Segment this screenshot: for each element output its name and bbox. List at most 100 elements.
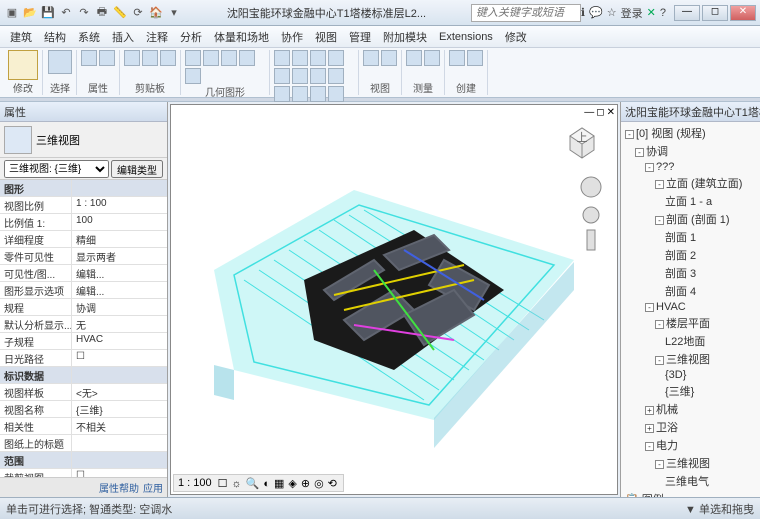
property-row[interactable]: 比例值 1:100 — [0, 214, 167, 231]
view-cube[interactable]: 上 — [557, 115, 607, 165]
property-section[interactable]: 范围 — [0, 452, 167, 469]
comm-icon[interactable]: 💬 — [589, 6, 603, 19]
ribbon-button[interactable] — [239, 50, 255, 66]
view-toolbar-icon[interactable]: ⊕ — [301, 478, 310, 490]
tree-item[interactable]: -楼层平面 — [623, 314, 758, 332]
tree-item[interactable]: 剖面 2 — [623, 246, 758, 264]
properties-type-selector[interactable]: 三维视图 — [0, 122, 167, 158]
ribbon-button[interactable] — [99, 50, 115, 66]
property-value[interactable]: ☐ — [72, 469, 167, 477]
property-row[interactable]: 图形显示选项编辑... — [0, 282, 167, 299]
exchange-icon[interactable]: ✕ — [647, 6, 656, 19]
property-value[interactable] — [72, 367, 167, 383]
property-value[interactable]: 无 — [72, 316, 167, 332]
menu-item[interactable]: 系统 — [78, 29, 100, 45]
ribbon-button[interactable] — [310, 50, 326, 66]
property-value[interactable]: <无> — [72, 384, 167, 400]
tree-expander[interactable]: - — [655, 460, 664, 469]
menu-item[interactable]: 修改 — [505, 29, 527, 45]
property-value[interactable]: 精细 — [72, 231, 167, 247]
property-value[interactable] — [72, 435, 167, 451]
properties-grid[interactable]: 图形视图比例1 : 100比例值 1:100详细程度精细零件可见性显示两者可见性… — [0, 180, 167, 477]
tree-expander[interactable]: - — [645, 163, 654, 172]
property-section[interactable]: 图形 — [0, 180, 167, 197]
info-icon[interactable]: ℹ — [581, 6, 585, 19]
property-value[interactable] — [72, 180, 167, 196]
ribbon-button[interactable] — [124, 50, 140, 66]
tree-item[interactable]: 剖面 4 — [623, 282, 758, 300]
property-row[interactable]: 详细程度精细 — [0, 231, 167, 248]
tree-expander[interactable]: - — [655, 320, 664, 329]
ribbon-button[interactable] — [81, 50, 97, 66]
view-toolbar-icon[interactable]: ☐ — [218, 478, 228, 490]
tree-expander[interactable]: - — [635, 148, 644, 157]
property-value[interactable]: 不相关 — [72, 418, 167, 434]
instance-dropdown[interactable]: 三维视图: {三维} — [4, 160, 109, 178]
menu-item[interactable]: 视图 — [315, 29, 337, 45]
property-row[interactable]: 子规程HVAC — [0, 333, 167, 350]
property-value[interactable]: 协调 — [72, 299, 167, 315]
menu-item[interactable]: 管理 — [349, 29, 371, 45]
maximize-button[interactable]: ◻ — [702, 5, 728, 21]
ribbon-button[interactable] — [363, 50, 379, 66]
print-icon[interactable]: 🖶 — [94, 5, 110, 21]
save-icon[interactable]: 💾 — [40, 5, 56, 21]
tree-item[interactable]: +机械 — [623, 400, 758, 418]
ribbon-button[interactable] — [185, 50, 201, 66]
ribbon-button[interactable] — [406, 50, 422, 66]
menu-item[interactable]: 体量和场地 — [214, 29, 269, 45]
viewport-3d[interactable]: 上 1 : 100 ☐☼🔍◐▦◈⊕◎⟲ — ◻ ✕ — [170, 104, 618, 495]
selection-mode[interactable]: ▼ 单选和拖曳 — [685, 501, 754, 517]
tree-item[interactable]: 剖面 1 — [623, 228, 758, 246]
property-value[interactable]: {三维} — [72, 401, 167, 417]
ribbon-button[interactable] — [328, 86, 344, 102]
property-row[interactable]: 视图名称{三维} — [0, 401, 167, 418]
view-toolbar-icon[interactable]: 🔍 — [246, 478, 260, 490]
tree-item[interactable]: {三维} — [623, 382, 758, 400]
property-value[interactable] — [72, 452, 167, 468]
property-value[interactable]: HVAC — [72, 333, 167, 349]
properties-help-link[interactable]: 属性帮助 — [99, 480, 139, 495]
property-value[interactable]: 编辑... — [72, 265, 167, 281]
tree-expander[interactable]: - — [655, 216, 664, 225]
open-icon[interactable]: 📂 — [22, 5, 38, 21]
property-row[interactable]: 零件可见性显示两者 — [0, 248, 167, 265]
vp-close-icon[interactable]: ✕ — [607, 107, 615, 118]
tree-expander[interactable]: - — [625, 130, 634, 139]
tree-expander[interactable]: - — [645, 303, 654, 312]
tree-item[interactable]: -立面 (建筑立面) — [623, 174, 758, 192]
tree-item[interactable]: -协调 — [623, 142, 758, 160]
nav-wheel[interactable] — [579, 175, 603, 255]
viewport-canvas[interactable] — [171, 105, 617, 494]
app-menu-icon[interactable]: ▣ — [4, 5, 20, 21]
ribbon-button[interactable] — [48, 50, 72, 74]
tree-expander[interactable]: - — [655, 180, 664, 189]
tree-expander[interactable]: + — [645, 406, 654, 415]
browser-tree[interactable]: -[0] 视图 (规程)-协调-???-立面 (建筑立面)立面 1 - a-剖面… — [621, 122, 760, 497]
ribbon-button[interactable] — [142, 50, 158, 66]
tree-item[interactable]: -??? — [623, 160, 758, 174]
view-toolbar-icon[interactable]: ◈ — [288, 478, 296, 490]
menu-item[interactable]: 附加模块 — [383, 29, 427, 45]
tree-item[interactable]: 三维电气 — [623, 472, 758, 490]
tree-expander[interactable]: - — [655, 356, 664, 365]
measure-icon[interactable]: 📏 — [112, 5, 128, 21]
edit-type-button[interactable]: 编辑类型 — [111, 160, 163, 178]
tree-item[interactable]: -剖面 (剖面 1) — [623, 210, 758, 228]
tree-item[interactable]: -HVAC — [623, 300, 758, 314]
ribbon-button[interactable] — [424, 50, 440, 66]
tree-item[interactable]: L22地面 — [623, 332, 758, 350]
menu-item[interactable]: 协作 — [281, 29, 303, 45]
search-input[interactable] — [471, 4, 581, 22]
tree-item[interactable]: 立面 1 - a — [623, 192, 758, 210]
property-row[interactable]: 图纸上的标题 — [0, 435, 167, 452]
ribbon-button[interactable] — [203, 50, 219, 66]
ribbon-button[interactable] — [292, 86, 308, 102]
close-button[interactable]: ✕ — [730, 5, 756, 21]
ribbon-button[interactable] — [160, 50, 176, 66]
redo-icon[interactable]: ↷ — [76, 5, 92, 21]
property-value[interactable]: 100 — [72, 214, 167, 230]
tree-item[interactable]: -三维视图 — [623, 350, 758, 368]
tree-item[interactable]: +卫浴 — [623, 418, 758, 436]
property-row[interactable]: 可见性/图...编辑... — [0, 265, 167, 282]
